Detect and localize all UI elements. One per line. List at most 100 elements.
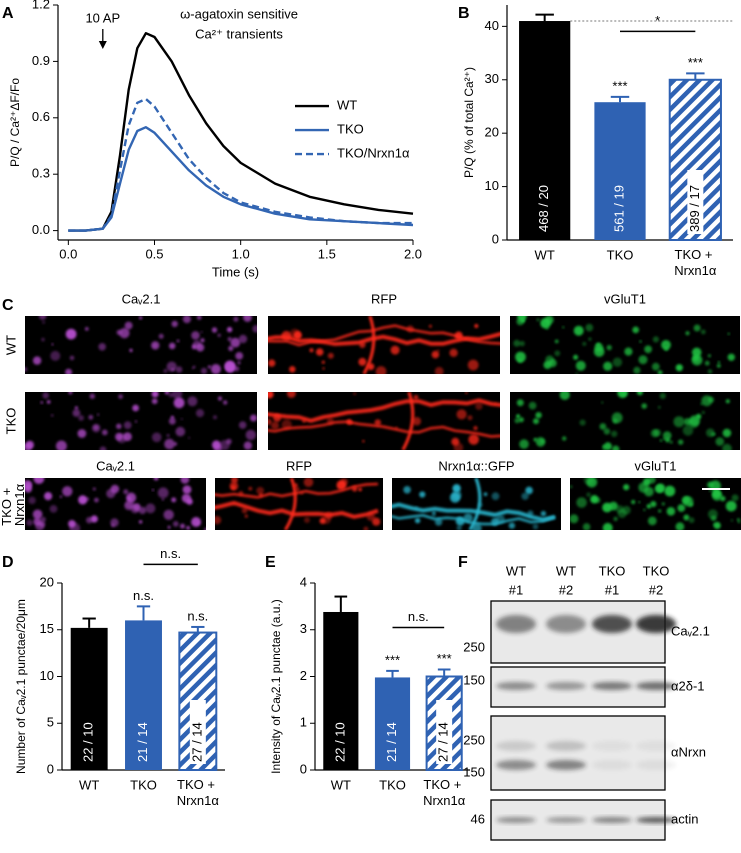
fluorescent-spot <box>533 437 537 442</box>
fluorescent-spot <box>164 392 170 395</box>
band <box>546 615 586 633</box>
fluorescent-spot <box>250 414 257 422</box>
band <box>636 760 676 770</box>
marker-label: 150 <box>463 764 485 779</box>
fluorescent-spot <box>737 518 740 522</box>
legend-label: TKO/Nrxn1α <box>337 145 410 160</box>
fluorescent-spot <box>244 514 248 518</box>
fluorescent-spot <box>456 525 462 530</box>
fluorescent-spot <box>633 366 641 374</box>
x-tick-label: TKO + Nrxn1α <box>177 777 220 808</box>
lane-label: #1 <box>509 582 523 597</box>
fluorescent-spot <box>46 400 51 404</box>
fluorescent-spot <box>722 443 732 450</box>
fluorescent-spot <box>358 487 362 492</box>
fluorescent-spot <box>153 478 159 481</box>
comparison-label: n.s. <box>408 609 429 624</box>
dendrite <box>268 324 500 347</box>
fluorescent-spot <box>77 429 87 438</box>
fluorescent-spot <box>315 348 324 356</box>
fluorescent-spot <box>554 350 561 357</box>
fluorescent-spot <box>25 443 32 450</box>
fluorescent-spot <box>119 327 130 339</box>
fluorescent-spot <box>152 489 154 491</box>
bar <box>70 627 108 770</box>
fluorescent-spot <box>168 417 176 425</box>
fluorescent-spot <box>632 326 640 334</box>
fluorescent-spot <box>612 445 620 450</box>
x-axis-label: Time (s) <box>212 264 259 279</box>
fluorescent-spot <box>611 412 623 424</box>
fluorescent-spot <box>436 349 440 353</box>
dendrite <box>392 502 556 522</box>
micrograph <box>25 316 257 374</box>
fluorescent-spot <box>226 326 233 333</box>
y-tick-label: 4 <box>300 574 307 589</box>
fluorescent-spot <box>372 517 381 526</box>
fluorescent-spot <box>123 489 129 495</box>
fluorescent-spot <box>456 409 467 420</box>
fluorescent-spot <box>217 333 221 337</box>
band <box>636 615 676 633</box>
fluorescent-spot <box>351 486 358 492</box>
fluorescent-spot <box>570 485 573 488</box>
y-tick-label: 0 <box>492 231 499 246</box>
x-tick-label: TKO <box>379 777 406 792</box>
band <box>496 760 536 770</box>
fluorescent-spot <box>395 426 398 430</box>
fluorescent-spot <box>231 485 236 490</box>
label-backing <box>687 170 704 234</box>
fluorescent-spot <box>106 488 116 499</box>
fluorescent-spot <box>525 486 533 495</box>
fluorescent-spot <box>321 360 325 364</box>
fluorescent-spot <box>685 331 690 336</box>
bar <box>519 21 571 240</box>
fluorescent-spot <box>303 478 314 487</box>
y-axis-label: P/Q / Ca²⁺ΔF/Fo <box>8 78 22 167</box>
fluorescent-spot <box>309 348 314 353</box>
n-label: 21 / 14 <box>135 722 150 762</box>
fluorescent-spot <box>643 508 646 511</box>
fluorescent-spot <box>623 484 630 491</box>
fluorescent-spot <box>252 325 257 333</box>
fluorescent-spot <box>474 324 479 328</box>
fluorescent-spot <box>406 325 414 333</box>
column-label: Nrxn1α::GFP <box>438 458 514 473</box>
fluorescent-spot <box>706 428 715 438</box>
column-label: vGluT1 <box>604 291 646 306</box>
row-label-line: Nrxn1α <box>12 483 27 526</box>
fluorescent-spot <box>359 341 366 348</box>
fluorescent-spot <box>281 330 292 341</box>
fluorescent-spot <box>124 321 133 330</box>
panel-letter: A <box>2 5 14 22</box>
fluorescent-spot <box>111 523 115 528</box>
x-tick-label: WT <box>79 777 99 792</box>
marker-label: 46 <box>471 811 485 826</box>
significance: *** <box>688 55 703 70</box>
fluorescent-spot <box>186 526 191 530</box>
fluorescent-spot <box>243 441 253 450</box>
fluorescent-spot <box>182 316 191 324</box>
row-label: WT <box>3 335 18 355</box>
band <box>546 682 586 690</box>
fluorescent-spot <box>180 418 183 420</box>
fluorescent-spot <box>661 502 665 506</box>
fluorescent-spot <box>659 439 663 442</box>
fluorescent-spot <box>176 339 180 343</box>
fluorescent-spot <box>535 412 542 419</box>
fluorescent-spot <box>353 392 357 396</box>
fluorescent-spot <box>69 522 81 530</box>
dendrite <box>392 514 556 526</box>
fluorescent-spot <box>641 403 647 409</box>
band <box>496 817 536 823</box>
micrograph <box>215 478 383 530</box>
fluorescent-spot <box>688 517 695 524</box>
blot-label: α2δ-1 <box>671 678 705 693</box>
row-label-line: TKO + <box>0 484 14 526</box>
fluorescent-spot <box>245 429 256 441</box>
fluorescent-spot <box>166 434 170 437</box>
panel-letter: E <box>265 554 276 571</box>
micrograph <box>25 392 257 450</box>
fluorescent-spot <box>662 431 672 440</box>
fluorescent-spot <box>661 340 671 350</box>
